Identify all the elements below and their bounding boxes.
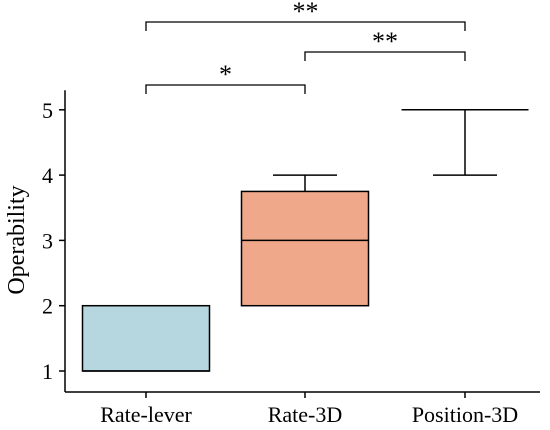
boxes [81, 109, 529, 372]
significance-brackets: ***** [145, 0, 466, 94]
box-rect [81, 304, 211, 372]
significance-bracket: * [145, 60, 306, 94]
x-tick-label: Rate-3D [268, 402, 343, 427]
y-tick-label: 5 [42, 98, 53, 123]
y-tick-label: 3 [42, 228, 53, 253]
box-position-3d [401, 109, 529, 176]
y-tick-label: 4 [42, 163, 53, 188]
y-tick-label: 2 [42, 294, 53, 319]
box-rect [240, 190, 370, 307]
bracket-line [145, 21, 466, 31]
y-axis-label: Operability [4, 185, 30, 294]
x-tick-label: Rate-lever [100, 402, 192, 427]
bracket-line [304, 51, 466, 61]
box-rate-3d [240, 174, 370, 307]
bracket-line [145, 84, 306, 94]
significance-label: ** [372, 27, 398, 56]
significance-label: * [219, 60, 232, 89]
significance-label: ** [293, 0, 319, 26]
box-rate-lever [81, 304, 211, 372]
significance-bracket: ** [304, 27, 466, 61]
significance-bracket: ** [145, 0, 466, 31]
y-tick-label: 1 [42, 359, 53, 384]
axes: 1 2 3 4 5 Rate-lever Rate-3D Position-3D [42, 90, 540, 427]
x-tick-label: Position-3D [412, 402, 518, 427]
